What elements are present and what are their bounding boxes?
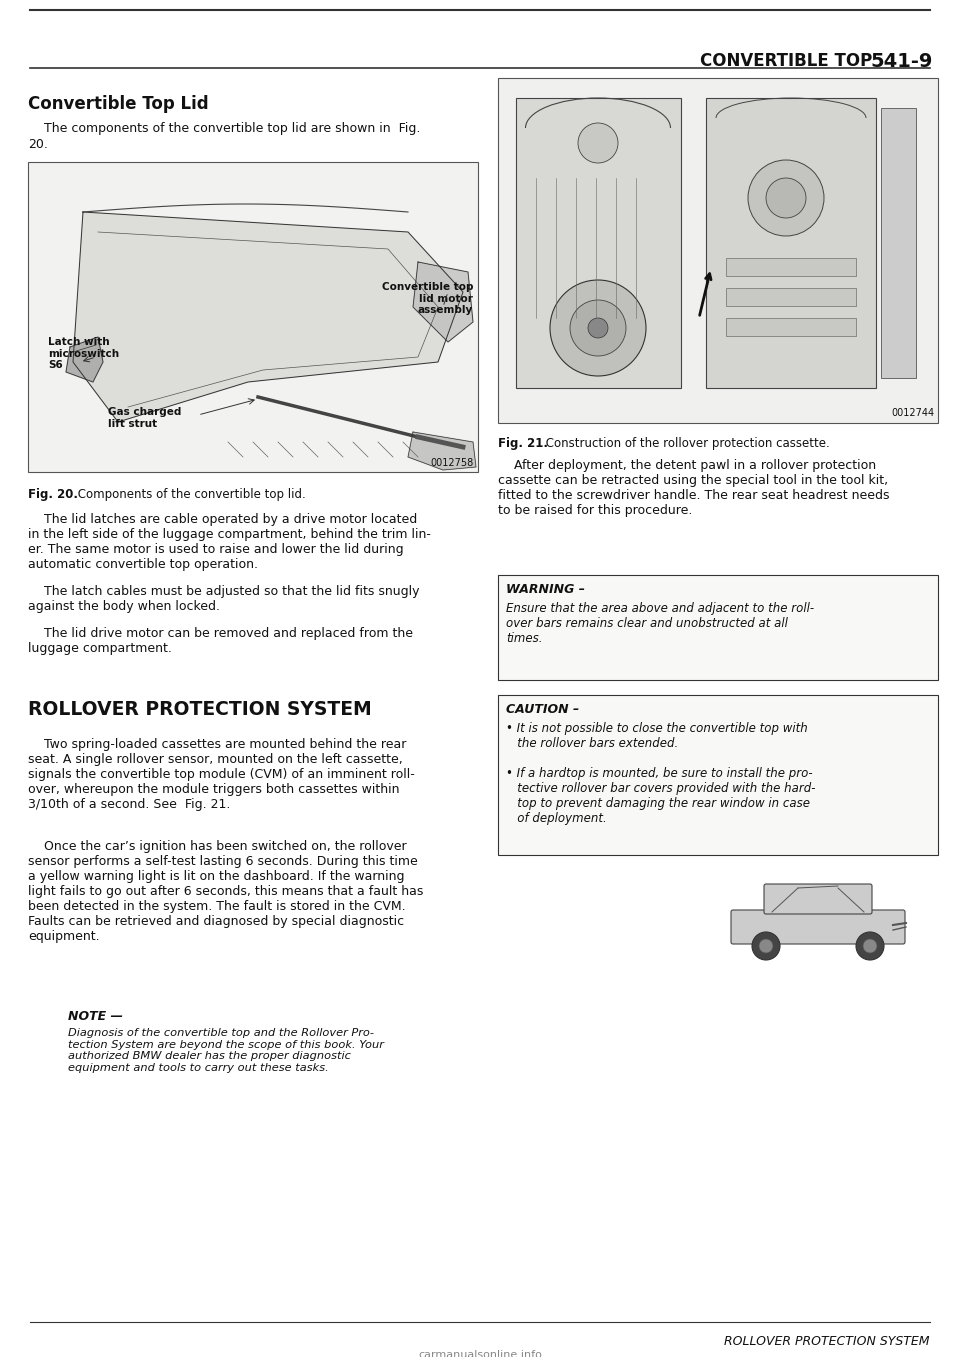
Bar [516,98,681,388]
Circle shape [550,280,646,376]
Circle shape [748,160,824,236]
Text: • If a hardtop is mounted, be sure to install the pro-
   tective rollover bar c: • If a hardtop is mounted, be sure to in… [506,767,815,825]
Polygon shape [73,212,463,422]
Text: ROLLOVER PROTECTION SYSTEM: ROLLOVER PROTECTION SYSTEM [725,1335,930,1348]
Text: Once the car’s ignition has been switched on, the rollover
sensor performs a sel: Once the car’s ignition has been switche… [28,840,423,943]
Text: 0012758: 0012758 [431,459,474,468]
Text: carmanualsonline.info: carmanualsonline.info [418,1350,542,1357]
Bar [726,258,856,275]
Text: Construction of the rollover protection cassette.: Construction of the rollover protection … [542,437,829,451]
Circle shape [588,318,608,338]
Circle shape [766,178,806,218]
Text: CONVERTIBLE TOP: CONVERTIBLE TOP [700,52,873,71]
Bar [881,109,916,379]
Text: Components of the convertible top lid.: Components of the convertible top lid. [74,489,305,501]
Text: The latch cables must be adjusted so that the lid fits snugly
against the body w: The latch cables must be adjusted so tha… [28,585,420,613]
Bar [726,318,856,337]
Circle shape [863,939,877,953]
Circle shape [578,123,618,163]
Text: ROLLOVER PROTECTION SYSTEM: ROLLOVER PROTECTION SYSTEM [28,700,372,719]
Text: Gas charged
lift strut: Gas charged lift strut [108,407,181,429]
FancyBboxPatch shape [764,883,872,915]
Text: Fig. 21.: Fig. 21. [498,437,548,451]
Bar [498,77,938,423]
Circle shape [856,932,884,959]
Text: Convertible top
lid motor
assembly: Convertible top lid motor assembly [381,282,473,315]
Text: Ensure that the area above and adjacent to the roll-
over bars remains clear and: Ensure that the area above and adjacent … [506,603,814,645]
Bar [498,695,938,855]
Polygon shape [408,432,476,470]
Text: 541-9: 541-9 [870,52,932,71]
Bar [706,98,876,388]
Bar [498,575,938,680]
Text: WARNING –: WARNING – [506,584,585,596]
Text: 0012744: 0012744 [891,408,934,418]
Text: Diagnosis of the convertible top and the Rollover Pro-
tection System are beyond: Diagnosis of the convertible top and the… [68,1029,384,1073]
Text: The components of the convertible top lid are shown in  Fig.: The components of the convertible top li… [28,122,420,134]
FancyBboxPatch shape [731,911,905,944]
Circle shape [752,932,780,959]
Text: Fig. 20.: Fig. 20. [28,489,78,501]
Polygon shape [413,262,473,342]
Text: The lid latches are cable operated by a drive motor located
in the left side of : The lid latches are cable operated by a … [28,513,431,571]
Text: The lid drive motor can be removed and replaced from the
luggage compartment.: The lid drive motor can be removed and r… [28,627,413,655]
Text: NOTE —: NOTE — [68,1010,123,1023]
Polygon shape [66,337,103,383]
Text: Convertible Top Lid: Convertible Top Lid [28,95,208,113]
Bar [726,288,856,305]
Text: Two spring-loaded cassettes are mounted behind the rear
seat. A single rollover : Two spring-loaded cassettes are mounted … [28,738,415,811]
Circle shape [570,300,626,356]
Text: 20.: 20. [28,138,48,151]
Bar [28,161,478,472]
Text: CAUTION –: CAUTION – [506,703,579,716]
Text: • It is not possible to close the convertible top with
   the rollover bars exte: • It is not possible to close the conver… [506,722,807,750]
Text: Latch with
microswitch
S6: Latch with microswitch S6 [48,337,119,370]
Circle shape [759,939,773,953]
Text: After deployment, the detent pawl in a rollover protection
cassette can be retra: After deployment, the detent pawl in a r… [498,459,890,517]
